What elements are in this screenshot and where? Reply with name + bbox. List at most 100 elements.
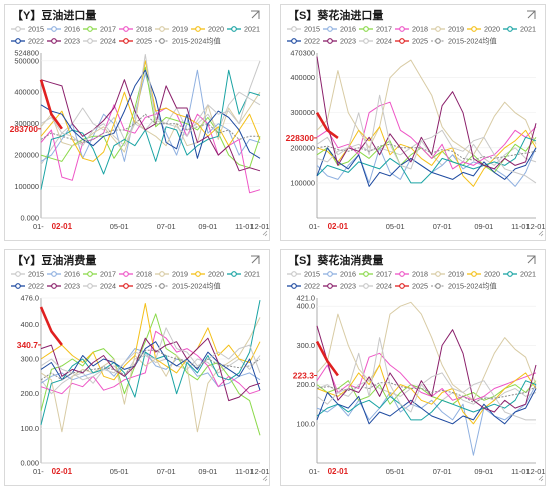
legend-label: 2020	[484, 270, 500, 279]
series-2016	[40, 348, 261, 388]
series-2025	[39, 306, 63, 346]
series-line	[40, 79, 261, 172]
legend-label: 2018	[136, 25, 152, 34]
legend-marker	[507, 271, 513, 277]
series-line	[40, 303, 261, 381]
legend-marker	[15, 271, 21, 277]
legend-label: 2022	[28, 282, 44, 291]
legend-item[interactable]: 2018	[119, 25, 152, 34]
legend-item[interactable]: 2016	[323, 270, 356, 279]
legend-item[interactable]: 2023	[323, 282, 356, 291]
series-line	[39, 306, 63, 346]
legend-item[interactable]: 2025	[119, 37, 152, 46]
legend-item[interactable]: 2015	[11, 25, 44, 34]
y-tick-label: 100000	[14, 182, 39, 191]
legend-item[interactable]: 2020	[467, 270, 500, 279]
legend-item[interactable]: 2024	[359, 37, 392, 46]
chart-svg: 【Y】豆油消费量 2015 2016 2017 2018 2019 2020 2021 2022…	[11, 253, 269, 482]
legend-marker	[159, 283, 165, 289]
chart-panel-soybean-oil-consumption: 【Y】豆油消费量 2015 2016 2017 2018 2019 2020 2021 2022…	[4, 249, 270, 486]
x-tick-label: 07-01	[157, 467, 176, 476]
legend-item[interactable]: 2021	[503, 270, 536, 279]
legend-item[interactable]: 2017	[83, 25, 116, 34]
legend-item[interactable]: 2016	[47, 25, 80, 34]
series-2015	[316, 136, 537, 166]
legend-item[interactable]: 2022	[287, 37, 320, 46]
legend-item[interactable]: 2025	[119, 282, 152, 291]
legend-item[interactable]: 2017	[359, 25, 392, 34]
legend-marker	[399, 26, 405, 32]
legend-item[interactable]: 2018	[395, 270, 428, 279]
legend-item[interactable]: 2015	[11, 270, 44, 279]
legend-item[interactable]: 2023	[47, 282, 80, 291]
resize-handle[interactable]	[538, 230, 544, 237]
expand-icon[interactable]	[527, 255, 536, 264]
y-tick-label: 200.0	[297, 380, 316, 389]
legend-item[interactable]: 2019	[431, 270, 464, 279]
legend-item[interactable]: 2018	[395, 25, 428, 34]
series-2023	[316, 56, 537, 170]
x-tick-label: 05-01	[110, 467, 129, 476]
legend-item[interactable]: 2015-2024均值	[155, 37, 221, 46]
legend-item[interactable]: 2025	[395, 37, 428, 46]
legend-item[interactable]: 2017	[359, 270, 392, 279]
legend-item[interactable]: 2022	[11, 282, 44, 291]
legend: 2015 2016 2017 2018 2019 2020 2021 2022 2023 2024…	[287, 25, 536, 46]
legend-item[interactable]: 2020	[467, 25, 500, 34]
legend-item[interactable]: 2016	[323, 25, 356, 34]
resize-handle[interactable]	[538, 475, 544, 482]
legend-marker	[363, 271, 369, 277]
series-line	[316, 364, 537, 425]
series-line	[316, 337, 536, 421]
resize-handle[interactable]	[262, 475, 268, 482]
legend-marker	[87, 283, 93, 289]
legend-item[interactable]: 2016	[47, 270, 80, 279]
series-2021	[40, 300, 261, 426]
x-tick-label: 09-01	[198, 222, 217, 231]
legend-item[interactable]: 2022	[287, 282, 320, 291]
resize-handle[interactable]	[262, 230, 268, 237]
series-2023	[316, 325, 537, 413]
series-line	[316, 301, 537, 401]
legend-marker	[15, 283, 21, 289]
legend-item[interactable]: 2015-2024均值	[155, 282, 221, 291]
y-tick-label: 0.000	[21, 459, 40, 468]
legend-item[interactable]: 2019	[155, 270, 188, 279]
legend-item[interactable]: 2019	[155, 25, 188, 34]
expand-icon[interactable]	[251, 255, 260, 264]
legend-item[interactable]: 2021	[227, 270, 260, 279]
legend-label: 2017	[376, 270, 392, 279]
expand-icon[interactable]	[527, 10, 536, 19]
legend: 2015 2016 2017 2018 2019 2020 2021 2022 2023 2024…	[11, 270, 260, 291]
legend-marker	[471, 271, 477, 277]
legend-item[interactable]: 2018	[119, 270, 152, 279]
series-line	[40, 300, 261, 426]
legend-item[interactable]: 2021	[503, 25, 536, 34]
legend-marker	[363, 26, 369, 32]
legend-item[interactable]: 2015-2024均值	[431, 282, 497, 291]
legend-item[interactable]: 2022	[11, 37, 44, 46]
legend-label: 2016	[64, 270, 80, 279]
legend-item[interactable]: 2023	[47, 37, 80, 46]
legend-item[interactable]: 2015	[287, 25, 320, 34]
x-tick-label: 05-01	[386, 467, 405, 476]
legend-item[interactable]: 2024	[83, 37, 116, 46]
legend-marker	[399, 271, 405, 277]
legend-item[interactable]: 2021	[227, 25, 260, 34]
series-line	[316, 56, 537, 170]
legend-item[interactable]: 2020	[191, 270, 224, 279]
legend-item[interactable]: 2019	[431, 25, 464, 34]
legend-item[interactable]: 2025	[395, 282, 428, 291]
legend-item[interactable]: 2015-2024均值	[431, 37, 497, 46]
y-tick-label: 400.0	[21, 320, 40, 329]
expand-icon[interactable]	[251, 10, 260, 19]
legend-item[interactable]: 2020	[191, 25, 224, 34]
legend-label: 2020	[484, 25, 500, 34]
series-line	[316, 382, 537, 403]
legend-item[interactable]: 2023	[323, 37, 356, 46]
legend-item[interactable]: 2024	[83, 282, 116, 291]
legend-item[interactable]: 2024	[359, 282, 392, 291]
legend-marker	[123, 26, 129, 32]
legend-item[interactable]: 2015	[287, 270, 320, 279]
legend-item[interactable]: 2017	[83, 270, 116, 279]
